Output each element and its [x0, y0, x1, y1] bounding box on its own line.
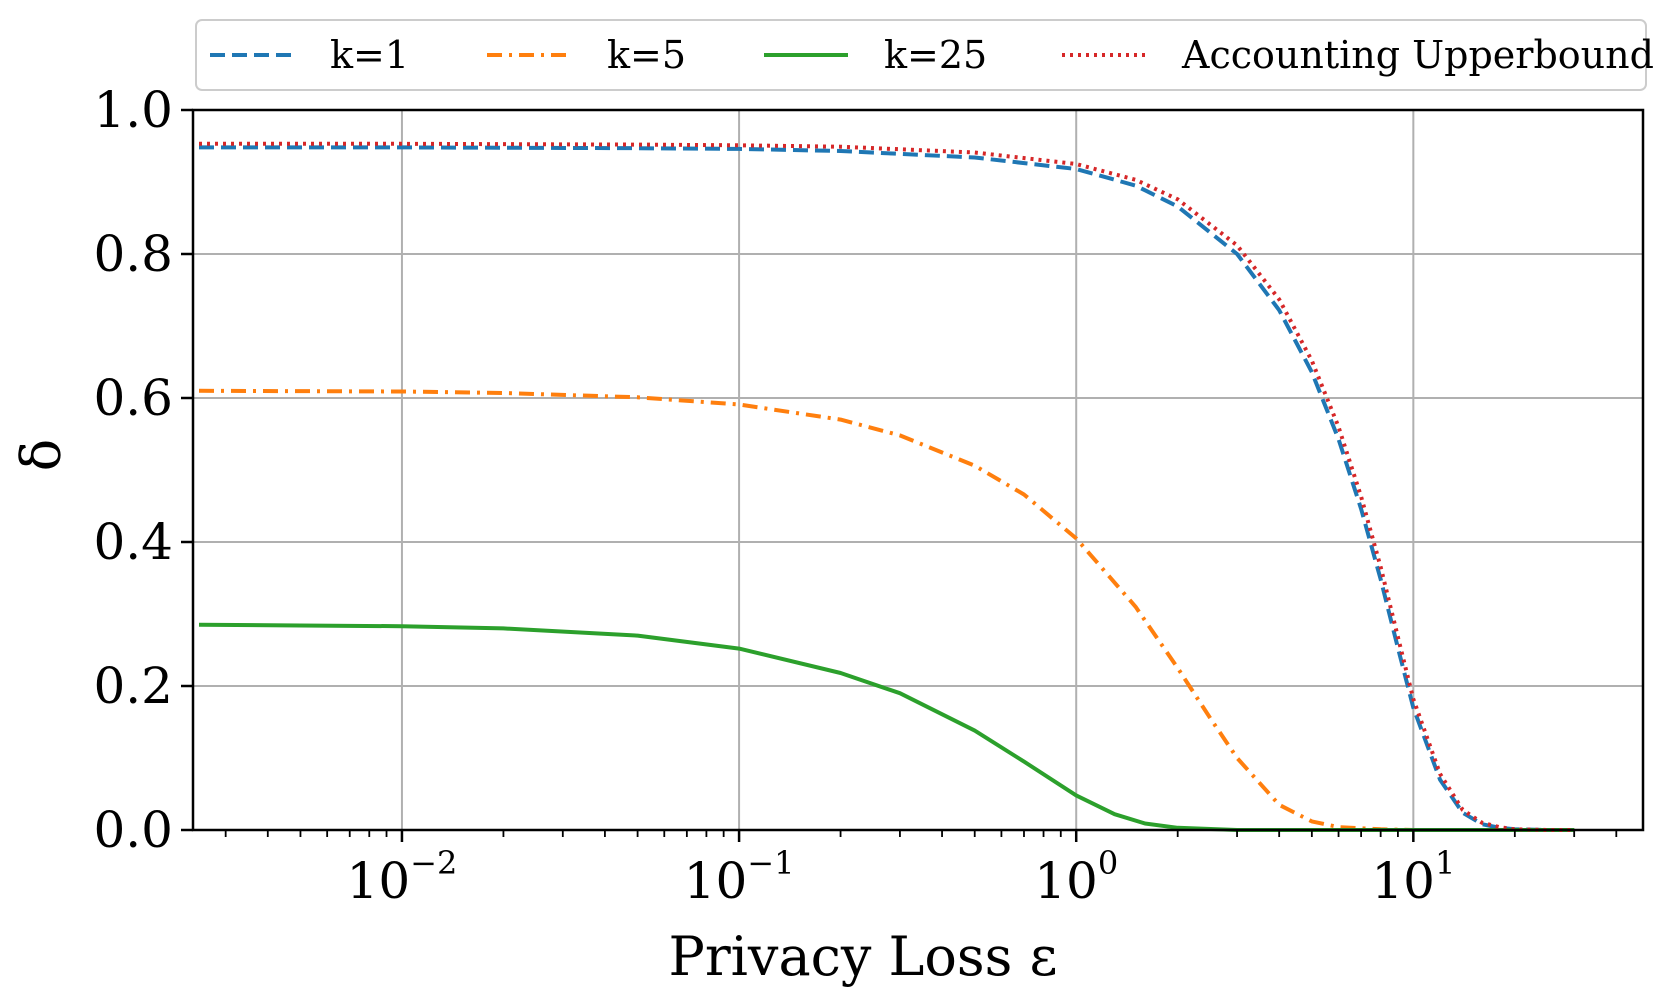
- y-tick-label: 0.8: [93, 225, 173, 283]
- x-tick-exponent: −1: [747, 844, 794, 882]
- y-axis-label: δ: [10, 439, 73, 472]
- x-tick-label: 10−2: [347, 844, 458, 910]
- x-tick-exponent: 1: [1435, 844, 1455, 882]
- legend-label: k=25: [884, 33, 987, 77]
- y-tick-label: 0.6: [93, 369, 173, 427]
- grid: [193, 109, 1643, 831]
- x-tick-exponent: −2: [410, 844, 457, 882]
- y-tick-label: 0.2: [93, 657, 173, 715]
- y-tick-label: 0.4: [93, 513, 173, 571]
- x-tick-label: 10−1: [684, 844, 795, 910]
- plot-frame: [191, 108, 1645, 832]
- x-tick-base: 10: [684, 852, 748, 910]
- legend-label: k=5: [607, 33, 686, 77]
- ticks: 0.00.20.40.60.81.010−2 10−1 100 101: [93, 81, 1618, 910]
- y-tick-label: 0.0: [93, 801, 173, 859]
- x-tick-label: 101: [1371, 844, 1455, 910]
- legend-label: k=1: [330, 33, 409, 77]
- x-tick-base: 10: [1371, 852, 1435, 910]
- legend: k=1 k=5 k=25 Accounting Upperbound: [195, 19, 1654, 91]
- x-tick-label: 100: [1034, 844, 1118, 910]
- legend-label: Accounting Upperbound: [1181, 33, 1654, 77]
- series-line-4: [199, 141, 1575, 832]
- y-tick-label: 1.0: [93, 81, 173, 139]
- x-tick-base: 10: [347, 852, 411, 910]
- x-tick-exponent: 0: [1098, 844, 1118, 882]
- series-line-2: [198, 388, 1575, 832]
- series-line-1: [199, 145, 1575, 832]
- series-line-3: [198, 622, 1575, 832]
- x-tick-base: 10: [1034, 852, 1098, 910]
- series-layer: [198, 141, 1575, 832]
- legend-box: [195, 19, 1647, 91]
- x-axis-label: Privacy Loss ε: [669, 925, 1058, 988]
